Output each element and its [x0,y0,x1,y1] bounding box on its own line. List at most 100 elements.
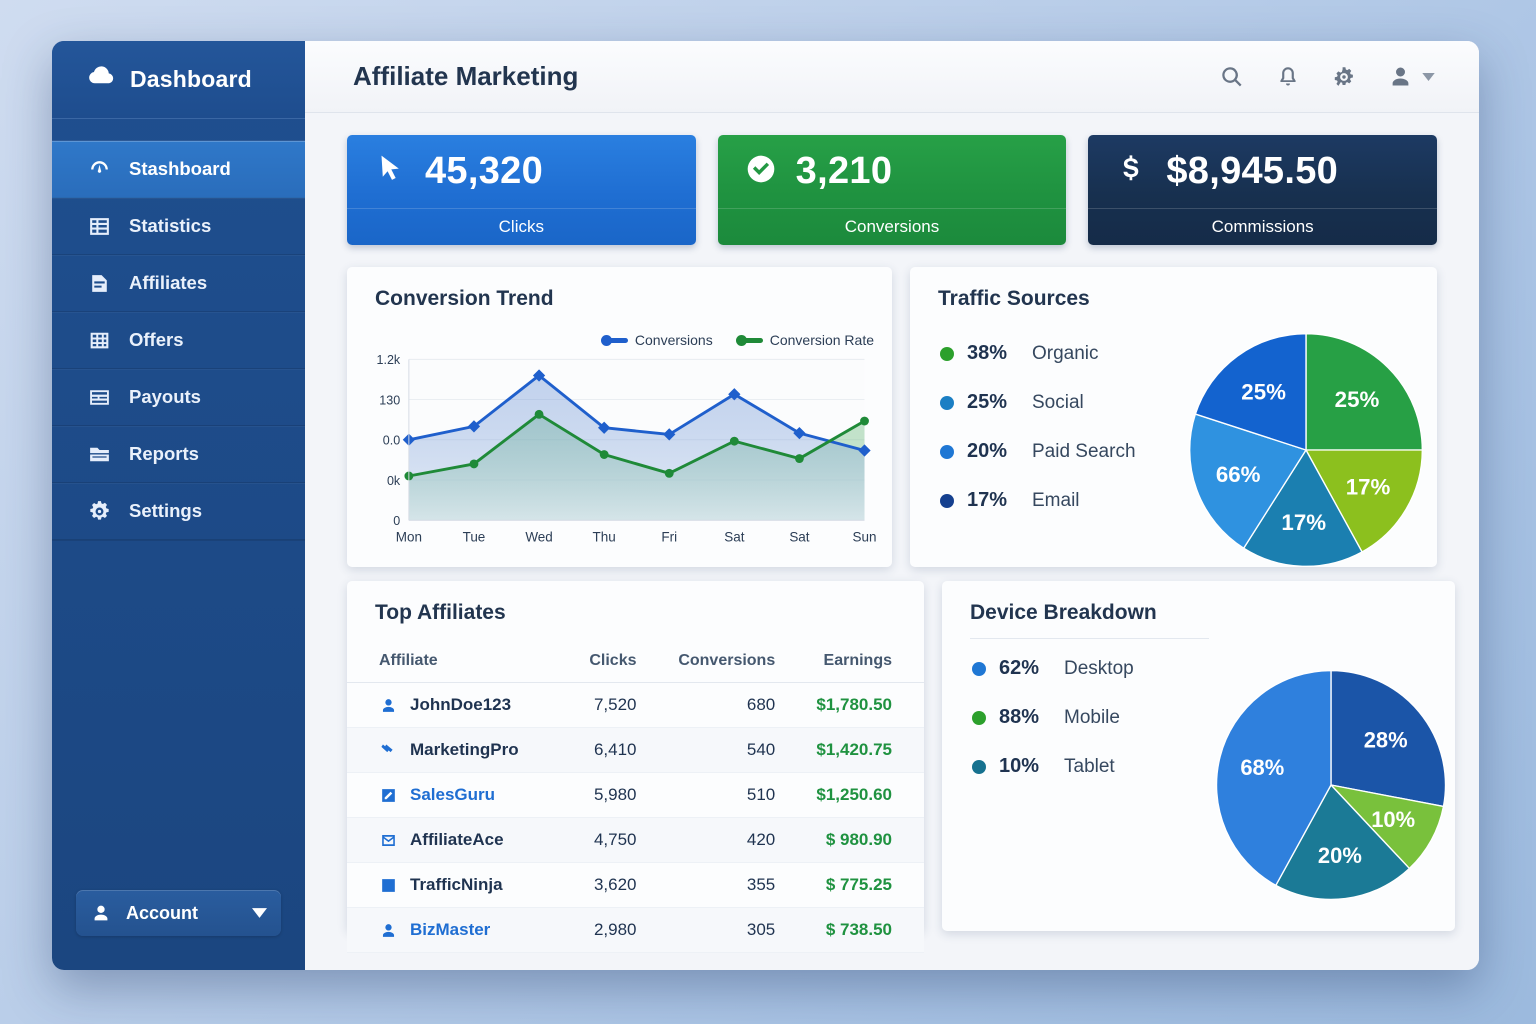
conversion-trend-panel: Conversion Trend Conversions Conversion … [347,267,892,567]
table-row[interactable]: SalesGuru 5,980 510 $1,250.60 [347,772,924,818]
search-icon[interactable] [1219,64,1245,90]
legend-dot [940,444,954,459]
sidebar-item-label: Offers [129,329,184,350]
gear-icon[interactable] [1331,64,1357,90]
svg-text:Fri: Fri [661,529,677,544]
cell-clicks: 7,520 [518,682,637,728]
legend-row[interactable]: 38% Organic [940,342,1175,365]
sidebar-item-label: Statistics [129,215,212,236]
sidebar-item-settings[interactable]: Settings [52,483,305,540]
sidebar-item-affiliates[interactable]: Affiliates [52,255,305,312]
chart-legend: Conversions Conversion Rate [600,332,874,348]
legend-row[interactable]: 20% Paid Search [940,440,1175,463]
sidebar-item-label: Affiliates [129,272,208,293]
svg-text:0k: 0k [387,474,401,488]
person-icon [379,921,398,940]
kpi-label: Clicks [347,208,696,245]
table-row[interactable]: MarketingPro 6,410 540 $1,420.75 [347,727,924,773]
svg-text:25%: 25% [1335,387,1380,412]
topbar: Affiliate Marketing [305,41,1479,113]
sidebar-item-dashboard[interactable]: Stashboard [52,141,305,198]
traffic-pie-chart[interactable]: 25% 17% 17% 66% 25% [1180,324,1432,576]
cell-affiliate: JohnDoe123 [347,682,519,728]
check-circle-icon [744,152,778,191]
sidebar-item-payouts[interactable]: Payouts [52,369,305,426]
person-icon [1392,67,1409,86]
legend-row[interactable]: 17% Email [940,489,1175,512]
table-row[interactable]: AffiliateAce 4,750 420 $ 980.90 [347,817,924,863]
legend-label: Tablet [1064,755,1115,777]
affiliate-name: JohnDoe123 [410,695,512,714]
legend-row[interactable]: 25% Social [940,391,1175,414]
table-header: Affiliate Clicks Conversions Earnings [347,638,924,683]
table-row[interactable]: BizMaster 2,980 305 $ 738.50 [347,907,924,953]
table-row[interactable]: TrafficNinja 3,620 355 $ 775.25 [347,862,924,908]
cell-clicks: 4,750 [518,817,637,863]
legend-dot [972,759,986,774]
divider [970,638,1209,639]
legend-swatch [600,334,628,346]
panel-title: Traffic Sources [938,287,1090,310]
legend-row[interactable]: 62% Desktop [972,657,1207,680]
legend-label: Conversion Rate [769,332,874,348]
column-header-earnings[interactable]: Earnings [775,638,924,683]
column-header-conversions[interactable]: Conversions [636,638,776,683]
cell-earnings: $1,780.50 [775,682,924,728]
cell-affiliate: TrafficNinja [347,862,519,908]
cell-clicks: 2,980 [518,907,637,953]
sidebar-item-reports[interactable]: Reports [52,426,305,483]
device-legend: 62% Desktop 88% Mobile 10% [942,639,1207,931]
kpi-top: $8,945.50 [1088,135,1437,208]
account-label: Account [126,902,198,923]
legend-item-conversions: Conversions [600,332,713,348]
cell-clicks: 3,620 [518,862,637,908]
account-button[interactable]: Account [76,890,281,936]
legend-label: Paid Search [1032,440,1136,462]
cell-conversions: 305 [636,907,776,953]
kpi-top: 3,210 [718,135,1067,208]
column-header-affiliate[interactable]: Affiliate [347,638,519,683]
panel-title: Top Affiliates [375,601,506,624]
kpi-label: Commissions [1088,208,1438,245]
column-header-clicks[interactable]: Clicks [518,638,637,683]
person-icon [94,905,108,921]
legend-pct: 25% [967,391,1008,413]
folder-icon [86,441,112,467]
traffic-pie-col: 25% 17% 17% 66% 25% [1175,324,1437,576]
user-menu[interactable] [1387,63,1435,90]
panel-head: Top Affiliates [347,581,924,638]
kpi-card-clicks[interactable]: 45,320 Clicks [347,135,696,245]
table-grid-icon [86,213,112,239]
legend-row[interactable]: 10% Tablet [972,755,1207,778]
bell-icon[interactable] [1275,64,1301,90]
svg-text:10%: 10% [1371,807,1415,832]
sidebar-item-offers[interactable]: Offers [52,312,305,369]
legend-label: Desktop [1064,657,1134,679]
sidebar-item-label: Payouts [129,386,201,407]
device-breakdown-panel: Device Breakdown 62% Desktop [942,581,1455,931]
check-box-icon [379,876,398,895]
legend-pct: 38% [967,342,1008,364]
app-window: Dashboard Stashboard Statistics Aff [52,41,1479,970]
legend-dot [972,710,986,725]
svg-text:0.0: 0.0 [383,434,400,448]
cell-affiliate: BizMaster [347,907,519,953]
sidebar-item-statistics[interactable]: Statistics [52,198,305,255]
svg-text:Thu: Thu [593,529,616,544]
legend-label: Social [1032,391,1084,413]
kpi-label: Conversions [717,208,1067,245]
legend-label: Conversions [634,332,713,348]
table-row[interactable]: JohnDoe123 7,520 680 $1,780.50 [347,682,924,728]
kpi-value: 3,210 [795,150,893,192]
document-icon [86,270,112,296]
panel-title: Device Breakdown [970,601,1157,624]
cell-conversions: 355 [636,862,776,908]
kpi-card-commissions[interactable]: $8,945.50 Commissions [1088,135,1438,245]
device-pie-chart[interactable]: 28% 10% 20% 68% [1207,661,1455,909]
kpi-card-conversions[interactable]: 3,210 Conversions [717,135,1067,245]
svg-text:17%: 17% [1281,510,1326,535]
legend-row[interactable]: 88% Mobile [972,706,1207,729]
legend-swatch [735,334,763,346]
cell-earnings: $1,250.60 [775,772,924,818]
cell-affiliate: AffiliateAce [347,817,519,863]
